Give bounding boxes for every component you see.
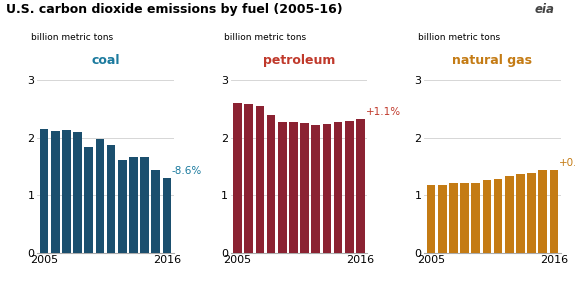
Text: billion metric tons: billion metric tons — [417, 34, 500, 42]
Bar — [73, 132, 82, 253]
Bar — [472, 183, 480, 253]
Bar — [334, 122, 343, 253]
Bar — [460, 183, 469, 253]
Bar — [527, 173, 536, 253]
Text: -8.6%: -8.6% — [172, 166, 202, 176]
Bar — [85, 147, 93, 253]
Bar — [255, 106, 264, 253]
Bar — [323, 124, 331, 253]
Bar — [118, 160, 126, 253]
Text: coal: coal — [91, 54, 120, 67]
Bar — [244, 104, 253, 253]
Bar — [449, 183, 458, 253]
Bar — [289, 122, 298, 253]
Bar — [538, 170, 547, 253]
Text: natural gas: natural gas — [453, 54, 532, 67]
Bar — [151, 170, 160, 253]
Bar — [267, 115, 275, 253]
Bar — [51, 131, 60, 253]
Text: +1.1%: +1.1% — [366, 106, 401, 117]
Text: +0.9%: +0.9% — [559, 158, 575, 168]
Bar — [95, 139, 104, 253]
Bar — [312, 125, 320, 253]
Text: billion metric tons: billion metric tons — [224, 34, 306, 42]
Text: U.S. carbon dioxide emissions by fuel (2005-16): U.S. carbon dioxide emissions by fuel (2… — [6, 3, 342, 16]
Bar — [233, 103, 242, 253]
Text: petroleum: petroleum — [263, 54, 335, 67]
Bar — [438, 185, 447, 253]
Bar — [163, 178, 171, 253]
Bar — [482, 180, 491, 253]
Bar — [345, 121, 354, 253]
Bar — [494, 179, 503, 253]
Bar — [140, 157, 149, 253]
Bar — [505, 176, 513, 253]
Bar — [129, 157, 138, 253]
Bar — [107, 145, 116, 253]
Bar — [516, 174, 525, 253]
Text: eia: eia — [535, 3, 555, 16]
Bar — [62, 130, 71, 253]
Bar — [356, 119, 365, 253]
Bar — [40, 129, 48, 253]
Bar — [300, 123, 309, 253]
Bar — [278, 122, 286, 253]
Text: billion metric tons: billion metric tons — [30, 34, 113, 42]
Bar — [550, 170, 558, 253]
Bar — [427, 185, 435, 253]
